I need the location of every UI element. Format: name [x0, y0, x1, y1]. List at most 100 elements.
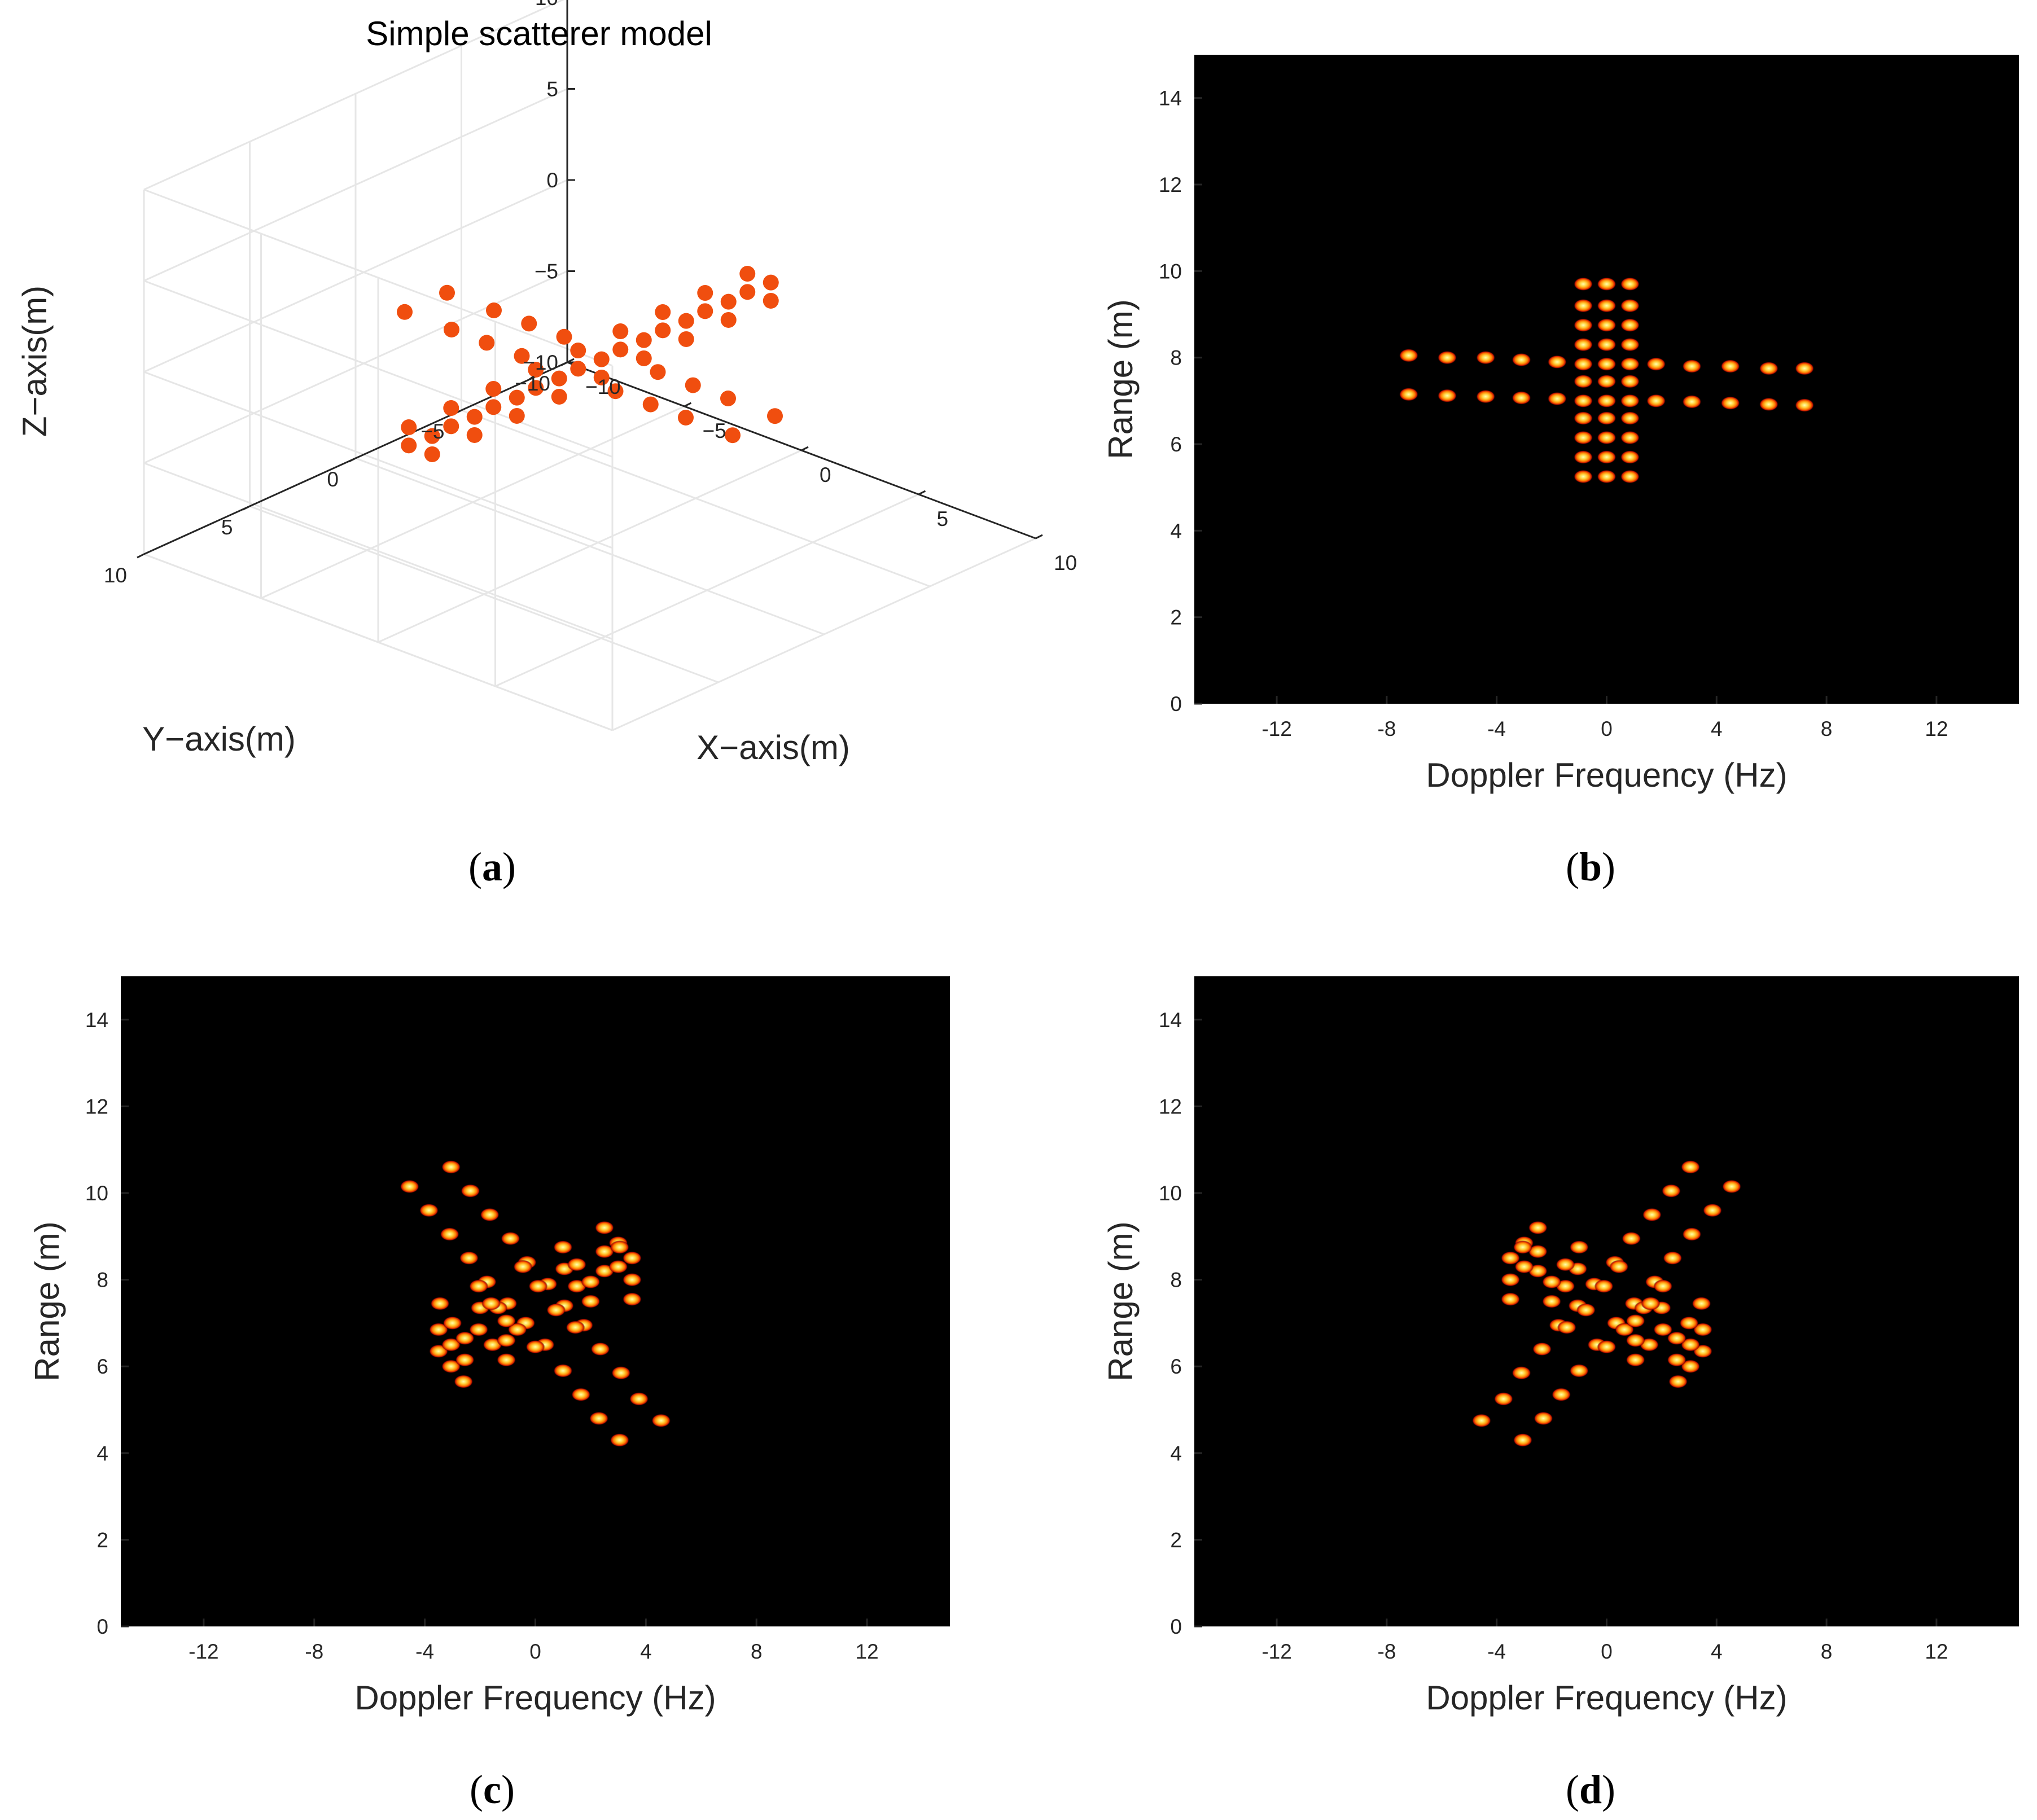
scatterer-point: [636, 350, 652, 366]
panel-a-x-tick: [801, 446, 809, 451]
panel-a-3d-scatter: −10 −5 0 5 10 −10 −5 0 5 10 −10 −5 0 5 10 Simple scatt…: [16, 0, 1077, 889]
scatterer-peak: [1501, 1292, 1521, 1306]
scatterer-peak: [1597, 357, 1617, 371]
panel-a-grid-line: [143, 553, 613, 731]
scatterer-peak: [440, 1227, 459, 1241]
scatterer-peak: [429, 1322, 449, 1336]
panel-a-z-tick-label: 5: [546, 78, 558, 101]
panel-c-caption: (c): [470, 1767, 515, 1812]
scatterer-peak: [1759, 361, 1778, 375]
scatterer-peak: [430, 1296, 450, 1310]
scatterer-peak: [528, 1279, 548, 1293]
y-tick-label: 0: [97, 1615, 108, 1638]
scatterer-peak: [594, 1244, 614, 1258]
panel-a-points: [397, 266, 783, 462]
scatterer-peak: [1620, 470, 1640, 484]
scatterer-peak: [1679, 1316, 1699, 1330]
scatterer-peak: [1597, 318, 1617, 332]
scatterer-peak: [1574, 357, 1593, 371]
scatterer-point: [697, 285, 713, 301]
scatterer-peak: [507, 1322, 527, 1336]
scatterer-peak: [1693, 1322, 1712, 1336]
scatterer-point: [697, 303, 713, 319]
scatterer-point: [570, 343, 586, 359]
panel-a-x-tick-label: 10: [1054, 551, 1077, 574]
y-tick-label: 4: [97, 1442, 108, 1465]
scatterer-point: [685, 377, 701, 393]
scatterer-peak: [1597, 337, 1617, 352]
scatterer-peak: [1597, 374, 1617, 388]
scatterer-point: [509, 407, 525, 424]
panel-a-x-tick-label: −10: [585, 375, 621, 398]
panel-a-grid-line: [143, 88, 568, 282]
scatterer-peak: [567, 1257, 586, 1271]
scatterer-peak: [553, 1240, 573, 1254]
panel-a-x-tick: [684, 402, 692, 407]
y-tick-label: 0: [1170, 692, 1182, 716]
x-tick-label: -8: [305, 1640, 323, 1663]
scatterer-peak: [546, 1303, 566, 1317]
panel-a-z-tick-label: 10: [535, 0, 558, 10]
y-tick-label: 6: [1170, 433, 1182, 456]
scatterer-point: [739, 266, 756, 282]
scatterer-peak: [1646, 357, 1666, 371]
scatterer-peak: [497, 1353, 516, 1367]
scatterer-peak: [1597, 431, 1617, 445]
scatterer-peak: [459, 1251, 479, 1265]
scatterer-peak: [1620, 318, 1640, 332]
scatterer-peak: [610, 1433, 629, 1447]
panel-b-ticks: -12 -8 -4 0 4 8 12 0 2 4 6 8 10 12 14: [1159, 87, 1948, 740]
y-tick-label: 8: [1170, 347, 1182, 370]
scatterer-peak: [1597, 277, 1617, 291]
panel-a-x-tick: [1035, 534, 1043, 540]
scatterer-point: [678, 331, 694, 347]
scatterer-point: [720, 293, 737, 310]
scatterer-peak: [1569, 1363, 1589, 1378]
x-tick-label: -8: [1377, 1640, 1396, 1663]
scatterer-peak: [1597, 299, 1617, 313]
scatterer-peak: [497, 1314, 516, 1328]
scatterer-peak: [1569, 1240, 1589, 1254]
panel-d-xlabel: Doppler Frequency (Hz): [1426, 1679, 1787, 1717]
panel-a-ylabel: Y−axis(m): [142, 720, 296, 758]
scatterer-point: [521, 315, 537, 332]
scatterer-peak: [1471, 1414, 1491, 1428]
scatterer-peak: [1576, 1303, 1596, 1317]
scatterer-point: [655, 304, 671, 321]
scatterer-point: [528, 380, 544, 396]
scatterer-peak: [1620, 394, 1640, 408]
scatterer-peak: [1534, 1411, 1553, 1426]
scatterer-peak: [1653, 1322, 1673, 1336]
panel-a-xlabel: X−axis(m): [696, 729, 850, 766]
scatterer-peak: [1552, 1388, 1571, 1402]
panel-a-y-tick: [137, 553, 144, 559]
scatterer-point: [486, 302, 502, 318]
scatterer-peak: [469, 1279, 489, 1293]
scatterer-point: [485, 381, 502, 397]
scatterer-point: [439, 284, 455, 301]
x-tick-label: -4: [1487, 1640, 1506, 1663]
scatterer-peak: [1615, 1322, 1635, 1336]
scatterer-point: [636, 332, 652, 348]
x-tick-label: -4: [415, 1640, 434, 1663]
scatterer-peak: [1597, 411, 1617, 425]
scatterer-peak: [1720, 359, 1740, 373]
scatterer-peak: [1620, 411, 1640, 425]
scatterer-peak: [1681, 1337, 1701, 1352]
panel-a-y-tick-label: 5: [221, 516, 233, 539]
panel-a-x-tick-label: −5: [703, 419, 726, 442]
panel-b-isar-image: -12 -8 -4 0 4 8 12 0 2 4 6 8 10 12 14 Doppler Frequency…: [1102, 55, 2019, 889]
scatterer-peak: [1476, 389, 1496, 404]
scatterer-peak: [1626, 1314, 1645, 1328]
x-tick-label: -12: [1261, 717, 1291, 740]
scatterer-point: [767, 408, 783, 424]
scatterer-point: [593, 351, 610, 367]
panel-a-zlabel: Z−axis(m): [16, 286, 54, 437]
scatterer-point: [509, 389, 525, 406]
panel-d-peaks: [1471, 1160, 1742, 1447]
scatterer-point: [514, 348, 530, 364]
panel-d-isar-image: -12 -8 -4 0 4 8 12 0 2 4 6 8 10 12 14 Doppler Frequency…: [1102, 976, 2019, 1812]
panel-a-title: Simple scatterer model: [366, 15, 712, 52]
y-tick-label: 2: [97, 1528, 108, 1551]
